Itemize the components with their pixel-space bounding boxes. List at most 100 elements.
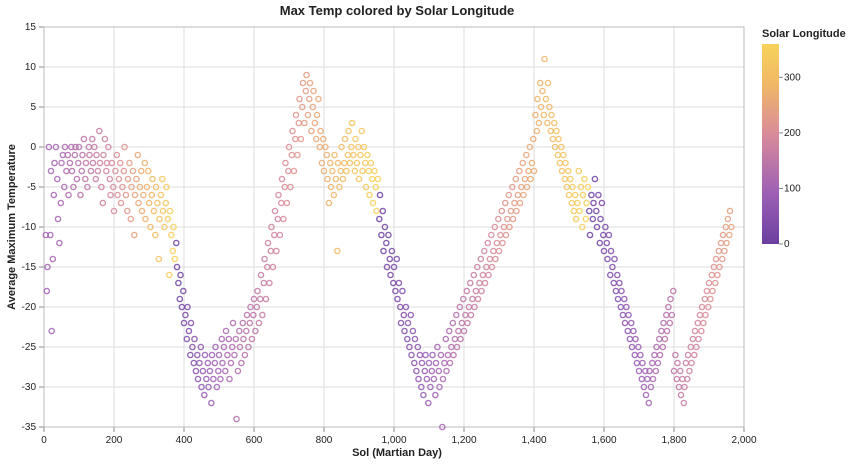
- data-point: [402, 303, 410, 311]
- data-point: [319, 135, 327, 143]
- data-point: [407, 311, 415, 319]
- data-point: [488, 263, 496, 271]
- data-point: [491, 223, 499, 231]
- data-point: [418, 359, 426, 367]
- data-point: [399, 287, 406, 295]
- data-point: [278, 175, 286, 183]
- data-point: [540, 111, 548, 119]
- data-point: [719, 231, 727, 239]
- data-point: [416, 351, 424, 359]
- data-point: [630, 327, 637, 335]
- data-point: [51, 159, 58, 167]
- data-point: [472, 287, 480, 295]
- data-point: [684, 375, 691, 383]
- data-point: [626, 335, 634, 343]
- data-point: [106, 175, 114, 183]
- data-point: [71, 151, 79, 159]
- data-point: [567, 175, 574, 183]
- data-point: [229, 319, 237, 327]
- data-point: [80, 135, 88, 143]
- data-point: [267, 247, 275, 255]
- data-point: [721, 247, 728, 255]
- data-point: [707, 295, 714, 303]
- data-point: [661, 335, 669, 343]
- data-point: [719, 255, 726, 263]
- data-point: [392, 287, 399, 295]
- data-point: [147, 223, 154, 231]
- data-point: [569, 183, 576, 191]
- data-point: [660, 319, 667, 327]
- data-point: [618, 287, 625, 295]
- data-point: [434, 343, 441, 351]
- data-point: [470, 271, 478, 279]
- data-point: [347, 143, 355, 151]
- y-tick-label: 0: [30, 142, 36, 153]
- data-point: [65, 191, 72, 199]
- data-point: [336, 183, 343, 191]
- data-point: [532, 111, 539, 119]
- data-point: [162, 199, 170, 207]
- data-point: [714, 271, 721, 279]
- data-point: [609, 263, 616, 271]
- data-point: [84, 183, 91, 191]
- data-point: [232, 335, 240, 343]
- data-point: [401, 327, 408, 335]
- data-point: [196, 359, 203, 367]
- data-point: [674, 359, 681, 367]
- data-point: [157, 191, 165, 199]
- data-point: [379, 207, 387, 215]
- y-axis-title: Average Maximum Temperature: [6, 144, 18, 310]
- data-point: [480, 247, 488, 255]
- data-point: [48, 327, 56, 335]
- data-point: [621, 295, 628, 303]
- x-tick-label: 400: [176, 435, 193, 446]
- data-point: [487, 231, 495, 239]
- data-point: [164, 215, 172, 223]
- data-point: [257, 271, 265, 279]
- y-axis: 15 10 5 0 -5 -10 -15 -20 -25 -30 -35: [22, 22, 44, 433]
- data-point: [658, 327, 665, 335]
- data-point: [135, 199, 142, 207]
- data-point: [597, 215, 604, 223]
- data-point: [525, 167, 532, 175]
- data-point: [682, 359, 690, 367]
- data-point: [378, 231, 385, 239]
- data-point: [619, 311, 627, 319]
- data-point: [151, 231, 159, 239]
- data-point: [256, 295, 264, 303]
- data-point: [568, 199, 576, 207]
- data-point: [527, 175, 534, 183]
- data-point: [239, 319, 247, 327]
- data-point: [337, 167, 345, 175]
- data-point: [303, 71, 310, 79]
- data-point: [243, 311, 251, 319]
- data-point: [590, 199, 597, 207]
- data-point: [131, 191, 139, 199]
- data-point: [666, 319, 674, 327]
- data-point: [175, 279, 182, 287]
- data-point: [459, 295, 467, 303]
- data-point: [413, 367, 420, 375]
- data-point: [670, 367, 678, 375]
- data-point: [712, 279, 719, 287]
- data-point: [231, 351, 238, 359]
- data-point: [89, 135, 96, 143]
- data-point: [499, 239, 506, 247]
- data-point: [668, 311, 676, 319]
- data-point: [241, 351, 249, 359]
- y-tick-label: -5: [27, 182, 36, 193]
- data-point: [425, 359, 433, 367]
- data-point: [508, 183, 516, 191]
- y-tick-label: -25: [22, 342, 37, 353]
- data-point: [310, 87, 317, 95]
- data-point: [305, 95, 313, 103]
- data-point: [194, 375, 202, 383]
- data-point: [68, 143, 75, 151]
- data-point: [201, 351, 209, 359]
- data-point: [127, 215, 135, 223]
- data-point: [486, 255, 494, 263]
- data-point: [649, 359, 656, 367]
- data-point: [122, 191, 130, 199]
- data-point: [271, 207, 279, 215]
- data-point: [528, 159, 536, 167]
